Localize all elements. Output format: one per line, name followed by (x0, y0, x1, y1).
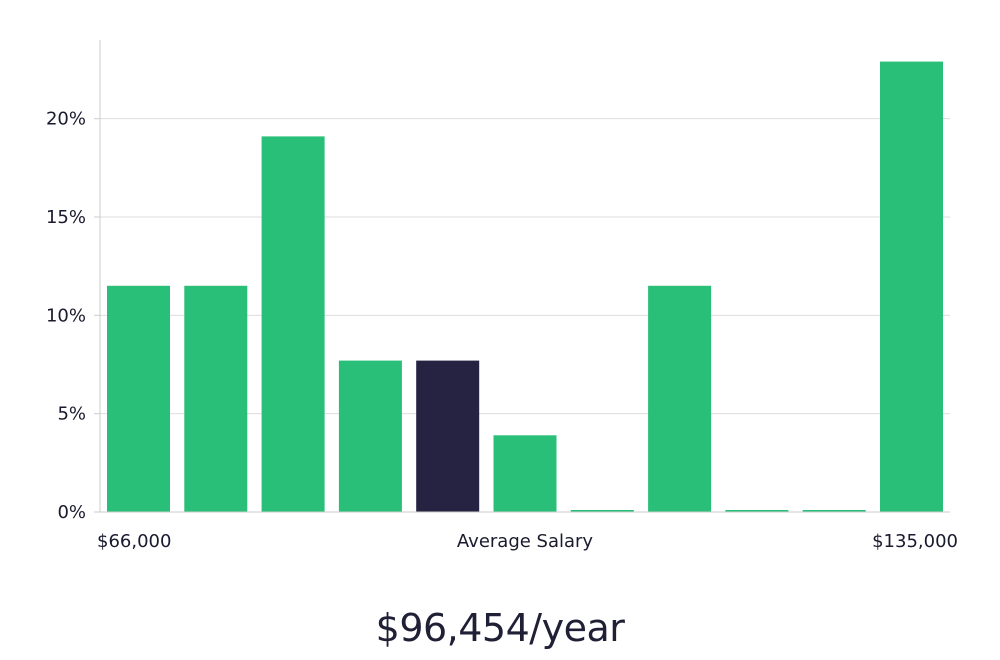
bar (107, 285, 170, 512)
bar (725, 510, 789, 512)
bar (261, 136, 325, 512)
bar (184, 285, 248, 512)
y-tick-labels: 0% 5% 10% 15% 20% (46, 109, 100, 523)
y-tick-label: 20% (46, 109, 86, 130)
bar (880, 61, 943, 512)
bar (493, 435, 557, 512)
x-min-label: $66,000 (97, 531, 171, 552)
bar-highlighted (416, 360, 480, 512)
bar (570, 510, 634, 512)
x-axis-label: Average Salary (457, 531, 594, 552)
y-tick-label: 15% (46, 207, 86, 228)
bar (802, 510, 866, 512)
average-salary-headline: $96,454/year (375, 606, 625, 650)
salary-distribution-chart: 0% 5% 10% 15% 20% $66,000 Average Salary $13… (46, 40, 958, 552)
bars (107, 61, 943, 512)
x-max-label: $135,000 (872, 531, 958, 552)
y-tick-label: 0% (57, 502, 86, 523)
bar (648, 285, 712, 512)
bar (338, 360, 402, 512)
y-tick-label: 5% (57, 404, 86, 425)
y-tick-label: 10% (46, 305, 86, 326)
